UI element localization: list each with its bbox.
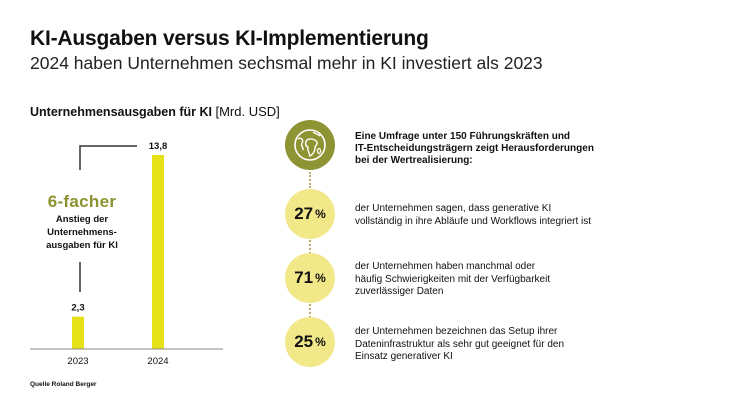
- value-label: 2,3: [71, 303, 84, 314]
- stat-line: der Unternehmen sagen, dass generative K…: [355, 203, 552, 214]
- source-note: Quelle Roland Berger: [30, 381, 97, 388]
- bracket-top: [79, 145, 137, 170]
- stat-unit: %: [315, 271, 326, 285]
- callout-line: Unternehmens-: [47, 227, 117, 238]
- stat-circle-25: 25%: [285, 317, 335, 367]
- connector-dots: [309, 172, 311, 188]
- stat-line: Dateninfrastruktur als sehr gut geeignet…: [355, 338, 565, 350]
- stat-line: der Unternehmen haben manchmal oder: [355, 261, 536, 272]
- stat-description: der Unternehmen sagen, dass generative K…: [355, 203, 685, 228]
- stat-unit: %: [315, 207, 326, 221]
- callout-description: Anstieg der Unternehmens- ausgaben für K…: [32, 213, 132, 252]
- x-tick-label: 2024: [147, 356, 168, 367]
- stat-circle-71: 71%: [285, 253, 335, 303]
- connector-dots: [309, 240, 311, 254]
- survey-intro: Eine Umfrage unter 150 Führungskräften u…: [355, 131, 675, 167]
- page-subtitle: 2024 haben Unternehmen sechsmal mehr in …: [30, 53, 543, 73]
- callout-multiplier: 6-facher: [47, 192, 117, 211]
- connector-dots: [309, 304, 311, 318]
- stat-line: häufig Schwierigkeiten mit der Verfügbar…: [355, 273, 551, 285]
- stat-circle-27: 27%: [285, 189, 335, 239]
- bar-2023: [72, 316, 84, 349]
- stat-description: der Unternehmen haben manchmal oder häuf…: [355, 261, 685, 299]
- globe-icon: [294, 129, 326, 161]
- stat-line: Einsatz generativer KI: [355, 351, 453, 362]
- stat-line: der Unternehmen bezeichnen das Setup ihr…: [355, 326, 558, 337]
- bar-2024: [152, 155, 164, 349]
- value-label: 13,8: [149, 141, 168, 152]
- stat-value: 71: [294, 268, 314, 287]
- stat-description: der Unternehmen bezeichnen das Setup ihr…: [355, 326, 685, 364]
- stat-line: vollständig in ihre Abläufe und Workflow…: [355, 215, 592, 227]
- stat-value: 27: [294, 204, 314, 223]
- intro-line: bei der Wertrealisierung:: [355, 155, 473, 166]
- x-tick-label: 2023: [67, 356, 88, 367]
- callout-line: ausgaben für KI: [46, 240, 118, 251]
- globe-circle: [285, 120, 335, 170]
- intro-line: Eine Umfrage unter 150 Führungskräften u…: [355, 131, 571, 142]
- stat-unit: %: [315, 335, 326, 349]
- page-title: KI-Ausgaben versus KI-Implementierung: [30, 27, 429, 50]
- chart-title-text: Unternehmensausgaben für KI: [30, 105, 212, 119]
- stat-line: zuverlässiger Daten: [355, 286, 444, 297]
- chart-unit: [Mrd. USD]: [215, 104, 280, 119]
- callout-line: Anstieg der: [55, 214, 109, 225]
- intro-line: IT-Entscheidungsträgern zeigt Herausford…: [355, 143, 594, 154]
- chart-title: Unternehmensausgaben für KI [Mrd. USD]: [30, 104, 280, 119]
- stat-value: 25: [294, 332, 314, 351]
